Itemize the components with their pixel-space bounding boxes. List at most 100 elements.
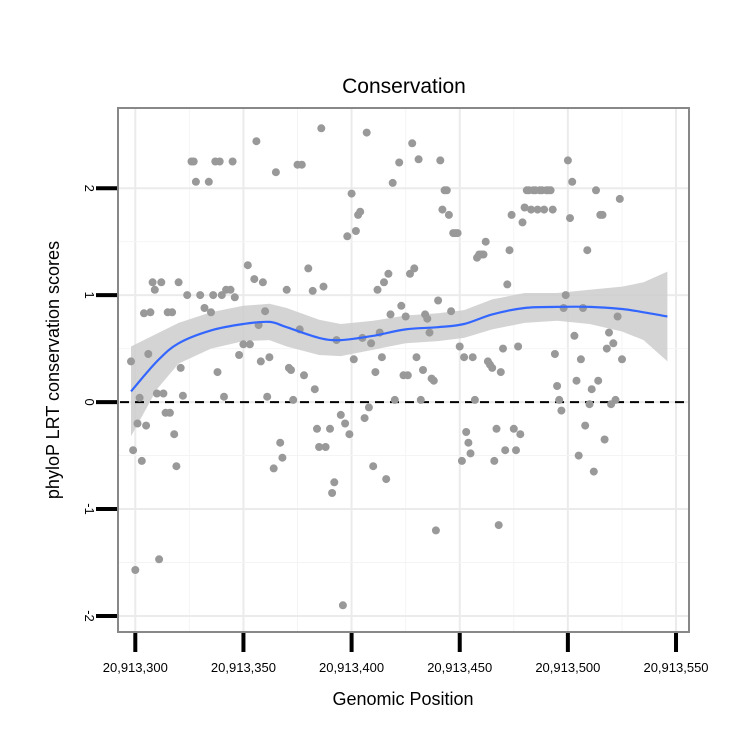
- data-point: [481, 237, 490, 246]
- data-point: [492, 424, 501, 433]
- data-point: [615, 194, 624, 203]
- data-point: [414, 155, 423, 164]
- data-point: [189, 157, 198, 166]
- data-point: [514, 342, 523, 351]
- data-point: [336, 410, 345, 419]
- data-point: [150, 285, 159, 294]
- data-point: [204, 177, 213, 186]
- data-point: [364, 403, 373, 412]
- data-point: [429, 376, 438, 385]
- x-tick-label: 20,913,350: [211, 660, 276, 675]
- data-point: [263, 392, 272, 401]
- data-point: [313, 424, 321, 433]
- data-point: [131, 566, 140, 574]
- data-point: [496, 368, 505, 377]
- data-point: [533, 205, 542, 214]
- data-point: [468, 353, 477, 362]
- data-point: [369, 462, 378, 471]
- y-tick-label: 2: [82, 185, 97, 192]
- data-point: [230, 293, 239, 302]
- data-point: [265, 353, 274, 362]
- data-point: [343, 232, 352, 241]
- data-point: [609, 339, 618, 348]
- y-tick-label: 0: [82, 398, 97, 405]
- data-point: [217, 291, 226, 300]
- data-point: [315, 443, 324, 451]
- data-point: [165, 408, 174, 417]
- data-point: [563, 156, 572, 165]
- data-point: [390, 395, 399, 404]
- data-point: [140, 309, 148, 318]
- data-point: [501, 446, 510, 455]
- data-point: [367, 339, 376, 348]
- data-point: [447, 307, 456, 316]
- data-point: [133, 419, 142, 428]
- data-point: [330, 478, 339, 487]
- data-point: [135, 393, 144, 402]
- data-point: [271, 168, 280, 177]
- data-point: [170, 430, 179, 439]
- data-point: [505, 246, 514, 255]
- data-point: [464, 438, 473, 447]
- data-point: [499, 344, 507, 353]
- data-point: [282, 285, 291, 294]
- data-point: [423, 314, 432, 323]
- data-point: [546, 186, 555, 195]
- data-point: [297, 160, 306, 169]
- data-point: [395, 158, 404, 167]
- data-point: [228, 157, 237, 166]
- data-point: [172, 462, 181, 471]
- data-point: [338, 601, 347, 610]
- data-point: [453, 229, 462, 238]
- data-point: [382, 475, 391, 484]
- data-point: [512, 446, 520, 455]
- y-tick-label: 1: [82, 291, 97, 298]
- data-point: [434, 296, 443, 305]
- data-point: [256, 357, 265, 366]
- data-point: [207, 308, 215, 317]
- data-point: [341, 419, 350, 428]
- data-point: [585, 400, 594, 409]
- data-point: [419, 366, 427, 374]
- data-point: [310, 385, 319, 394]
- data-point: [178, 391, 187, 400]
- data-point: [220, 392, 228, 401]
- data-point: [462, 428, 471, 436]
- data-point: [347, 189, 356, 198]
- data-point: [611, 395, 620, 404]
- data-point: [215, 157, 224, 166]
- smooth-fit-line: [130, 305, 668, 393]
- data-point: [258, 278, 267, 287]
- data-point: [127, 357, 135, 366]
- data-point: [618, 355, 626, 364]
- data-point: [408, 139, 417, 148]
- data-point: [351, 227, 360, 235]
- data-point: [380, 278, 388, 287]
- data-point: [488, 363, 497, 372]
- data-point: [326, 424, 334, 433]
- plot-border: [117, 107, 690, 633]
- data-point: [155, 555, 164, 564]
- data-point: [602, 344, 611, 353]
- data-point: [455, 342, 464, 351]
- data-point: [377, 353, 386, 362]
- plot-panel: [118, 108, 689, 632]
- data-point: [555, 395, 564, 404]
- data-point: [410, 264, 419, 273]
- data-point: [146, 308, 155, 317]
- y-axis-label: phyloP LRT conservation scores: [43, 241, 63, 499]
- data-point: [406, 269, 414, 278]
- data-point: [386, 310, 395, 319]
- data-point: [360, 414, 369, 423]
- axes: 20,913,300 20,913,350 20,913,400 20,913,450…: [82, 185, 709, 675]
- data-point: [403, 371, 412, 380]
- data-point: [349, 355, 358, 364]
- data-point: [157, 278, 166, 287]
- data-point: [457, 456, 466, 465]
- data-point: [209, 291, 218, 300]
- data-point: [561, 291, 570, 300]
- data-point: [507, 210, 516, 219]
- data-point: [183, 291, 192, 300]
- smooth-line-layer: [130, 305, 668, 393]
